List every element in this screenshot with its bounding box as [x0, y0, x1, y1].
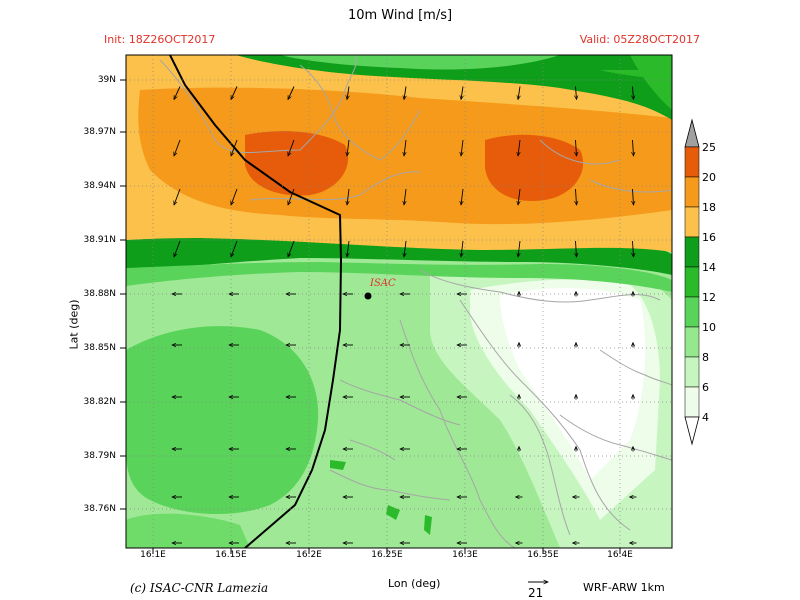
wind-arrow — [633, 86, 634, 100]
colorbar-label: 25 — [702, 141, 716, 154]
valid-time: Valid: 05Z28OCT2017 — [579, 33, 700, 46]
wind-vectors — [172, 86, 637, 544]
wind-arrow — [576, 139, 577, 156]
wind-arrow — [633, 188, 634, 205]
wind-arrow — [404, 139, 406, 156]
wind-arrow — [347, 139, 349, 156]
init-time: Init: 18Z26OCT2017 — [104, 33, 216, 46]
wind-arrow — [174, 240, 181, 257]
wind-arrow — [288, 188, 295, 205]
wind-arrow — [347, 86, 349, 100]
wind-arrow — [576, 240, 577, 257]
lat-tick-label: 39N — [97, 75, 116, 85]
lat-tick-label: 38.76N — [83, 504, 117, 514]
wind-arrow — [288, 139, 295, 156]
lon-tick-label: 16.3E — [452, 550, 478, 560]
lon-tick-label: 16.25E — [371, 550, 403, 560]
wind-arrow — [287, 86, 295, 100]
wind-arrow — [404, 86, 406, 100]
lon-tick-label: 16.35E — [527, 550, 559, 560]
plot-frame — [125, 54, 673, 549]
wind-arrow — [461, 188, 463, 205]
lat-tick-label: 38.91N — [83, 235, 117, 245]
lat-tick-label: 38.97N — [83, 127, 117, 137]
wind-arrow — [461, 240, 463, 257]
wind-arrow — [576, 86, 577, 100]
colorbar-top-cap — [684, 118, 700, 148]
wind-arrow — [518, 86, 520, 100]
wind-arrow — [288, 240, 295, 257]
credit-text: (c) ISAC-CNR Lamezia — [130, 581, 269, 595]
colorbar-label: 8 — [702, 351, 709, 364]
lat-tick-label: 38.82N — [83, 397, 117, 407]
axis-ticks — [120, 79, 621, 554]
wind-arrow — [461, 139, 463, 156]
station-marker — [364, 292, 372, 300]
model-name: WRF-ARW 1km — [583, 581, 665, 594]
wind-field — [126, 55, 672, 548]
wind-arrow — [461, 86, 463, 100]
wind-arrow — [231, 188, 238, 205]
colorbar-label: 6 — [702, 381, 709, 394]
lon-tick-label: 16.2E — [296, 550, 322, 560]
wind-arrow — [633, 139, 634, 156]
station-label: ISAC — [370, 278, 396, 289]
colorbar-label: 18 — [702, 201, 716, 214]
wind-arrow — [404, 188, 406, 205]
y-axis-label: Lat (deg) — [67, 299, 81, 350]
lat-tick-label: 38.79N — [83, 451, 117, 461]
wind-arrow — [518, 139, 520, 156]
colorbar-label: 20 — [702, 171, 716, 184]
lon-tick-label: 16.4E — [607, 550, 633, 560]
colorbar — [684, 118, 700, 446]
wind-arrow — [347, 240, 349, 257]
wind-arrow — [633, 240, 634, 257]
colorbar-label: 10 — [702, 321, 716, 334]
lat-tick-label: 38.85N — [83, 343, 117, 353]
wind-arrow — [231, 139, 238, 156]
wind-arrow — [576, 188, 577, 205]
colorbar-bottom-cap — [684, 416, 700, 446]
lon-tick-label: 16.1E — [140, 550, 166, 560]
wind-arrow — [231, 240, 238, 257]
reference-vector-value: 21 — [528, 586, 544, 600]
wind-arrow — [173, 86, 181, 100]
colorbar-label: 16 — [702, 231, 716, 244]
wind-arrow — [230, 86, 238, 100]
lon-tick-label: 16.15E — [215, 550, 247, 560]
colorbar-label: 14 — [702, 261, 716, 274]
lat-tick-label: 38.94N — [83, 181, 117, 191]
wind-arrow — [518, 188, 520, 205]
wind-arrow — [518, 240, 520, 257]
colorbar-label: 4 — [702, 411, 709, 424]
colorbar-label: 12 — [702, 291, 716, 304]
wind-arrow — [174, 139, 181, 156]
wind-arrow — [174, 188, 181, 205]
lat-tick-label: 38.88N — [83, 289, 117, 299]
terrain-contours — [159, 55, 672, 548]
wind-arrow — [347, 188, 349, 205]
map-title: 10m Wind [m/s] — [347, 8, 453, 23]
coastline — [169, 55, 343, 548]
grid-lines — [126, 55, 672, 548]
x-axis-label: Lon (deg) — [388, 577, 441, 590]
wind-arrow — [404, 240, 406, 257]
